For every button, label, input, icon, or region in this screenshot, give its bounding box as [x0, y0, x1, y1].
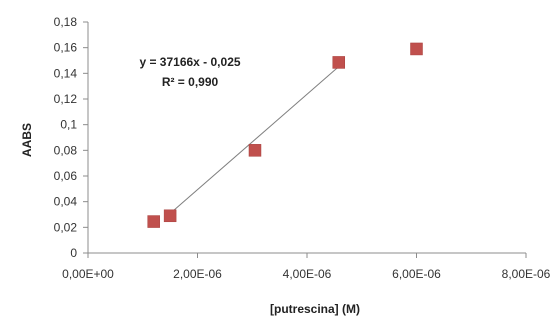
equation-label: y = 37166x - 0,025: [139, 55, 240, 69]
data-point: [332, 56, 346, 69]
y-tick-label: 0,1: [60, 118, 77, 132]
y-tick-label: 0,12: [54, 92, 78, 106]
tick-labels: 0 0,02 0,04 0,06 0,08 0,1 0,12 0,14 0,16 0,18 0,00…: [54, 15, 551, 281]
y-tick-label: 0,18: [54, 15, 78, 29]
x-axis-title: [putrescina] (M): [270, 302, 360, 316]
y-axis-title: AABS: [20, 123, 34, 157]
x-tick-label: 2,00E-06: [173, 267, 222, 281]
r-squared-label: R² = 0,990: [162, 75, 219, 89]
y-tick-label: 0,04: [54, 195, 78, 209]
trendline: [164, 65, 341, 219]
axes: [83, 21, 527, 258]
data-point: [248, 144, 262, 157]
x-tick-label: 0,00E+00: [62, 267, 114, 281]
x-tick-label: 4,00E-06: [283, 267, 332, 281]
y-tick-label: 0,06: [54, 169, 78, 183]
x-tick-label: 6,00E-06: [392, 267, 441, 281]
y-tick-label: 0,16: [54, 41, 78, 55]
trendline-layer: [164, 65, 341, 219]
data-point: [163, 209, 177, 223]
data-point: [410, 42, 423, 56]
y-tick-label: 0,02: [54, 220, 78, 234]
y-tick-label: 0,08: [54, 143, 78, 157]
data-point: [147, 215, 160, 228]
y-tick-label: 0,14: [54, 66, 78, 80]
y-tick-label: 0: [70, 246, 77, 260]
data-points: [147, 42, 423, 228]
x-tick-label: 8,00E-06: [502, 267, 551, 281]
